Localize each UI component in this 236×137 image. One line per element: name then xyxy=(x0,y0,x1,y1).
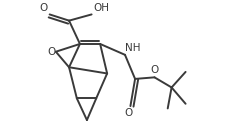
Text: O: O xyxy=(150,65,159,75)
Text: O: O xyxy=(40,3,48,13)
Text: NH: NH xyxy=(125,43,140,53)
Text: O: O xyxy=(48,47,56,57)
Text: O: O xyxy=(125,108,133,118)
Text: OH: OH xyxy=(93,3,109,13)
